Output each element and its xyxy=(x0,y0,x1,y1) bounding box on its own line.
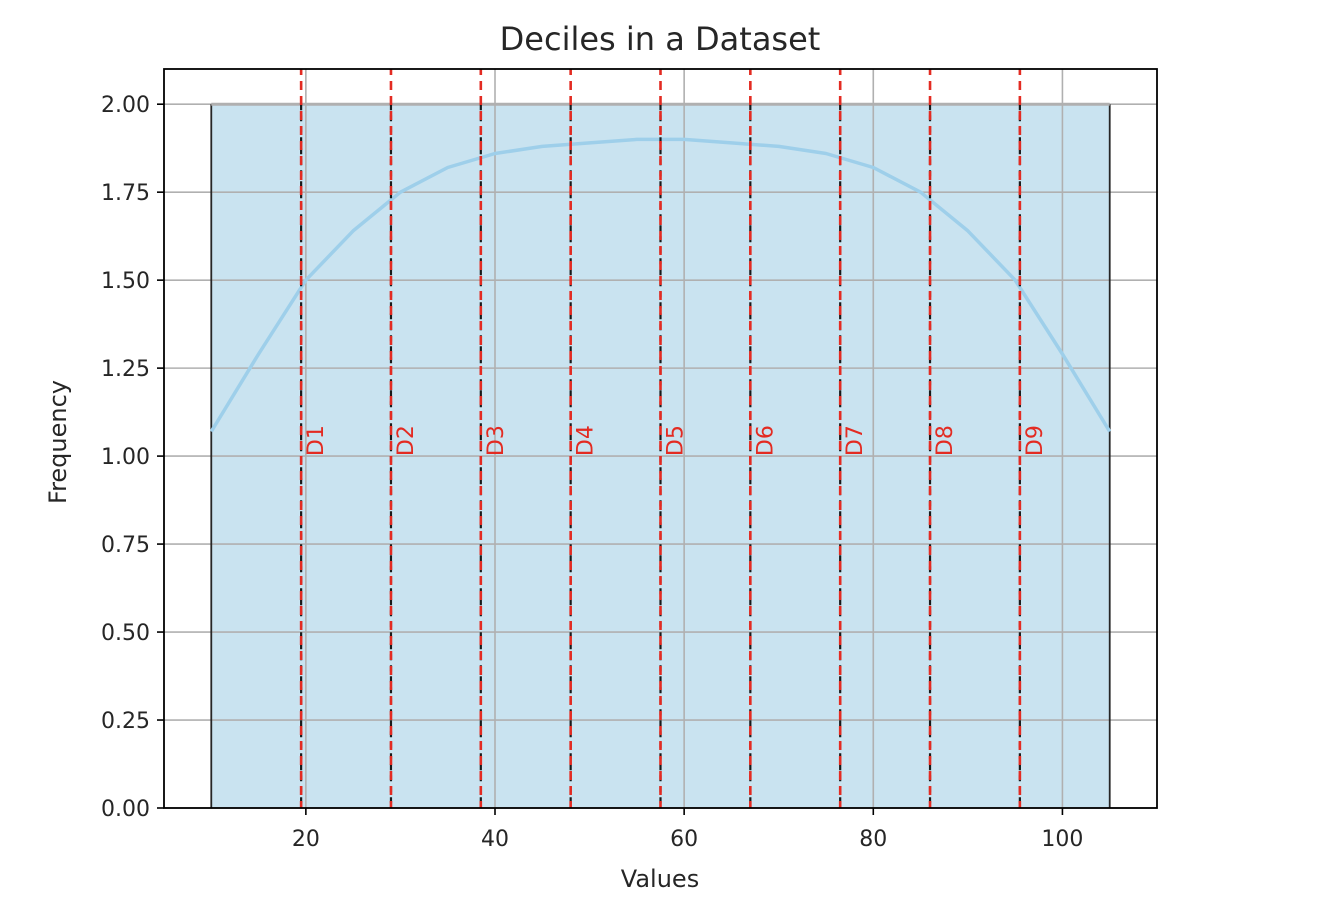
y-tick-label: 0.50 xyxy=(101,621,150,646)
decile-label-d5: D5 xyxy=(664,425,689,456)
x-tick-label: 40 xyxy=(481,827,509,852)
decile-label-d9: D9 xyxy=(1023,425,1048,456)
decile-label-d6: D6 xyxy=(753,425,778,456)
chart-title: Deciles in a Dataset xyxy=(500,20,821,58)
y-tick-label: 0.75 xyxy=(101,533,150,558)
decile-label-d7: D7 xyxy=(843,425,868,456)
y-axis-label: Frequency xyxy=(44,380,72,504)
decile-label-d3: D3 xyxy=(484,425,509,456)
y-tick-label: 0.25 xyxy=(101,709,150,734)
x-tick-label: 20 xyxy=(292,827,320,852)
decile-label-d1: D1 xyxy=(304,425,329,456)
decile-label-d2: D2 xyxy=(394,425,419,456)
x-axis-label: Values xyxy=(621,865,699,893)
y-tick-label: 1.00 xyxy=(101,445,150,470)
x-tick-label: 80 xyxy=(859,827,887,852)
x-tick-label: 60 xyxy=(670,827,698,852)
y-tick-label: 1.75 xyxy=(101,181,150,206)
plot-frame xyxy=(163,68,1158,809)
y-tick-label: 2.00 xyxy=(101,93,150,118)
y-tick-label: 0.00 xyxy=(101,797,150,822)
y-tick-label: 1.25 xyxy=(101,357,150,382)
plot-area: D1 D2 D3 D4 D5 D6 D7 D8 D9 20 40 60 80 100 0.00 0.25 0.5… xyxy=(101,68,1158,852)
x-tick-label: 100 xyxy=(1041,827,1083,852)
decile-label-d4: D4 xyxy=(574,425,599,456)
decile-label-d8: D8 xyxy=(933,425,958,456)
y-tick-label: 1.50 xyxy=(101,269,150,294)
